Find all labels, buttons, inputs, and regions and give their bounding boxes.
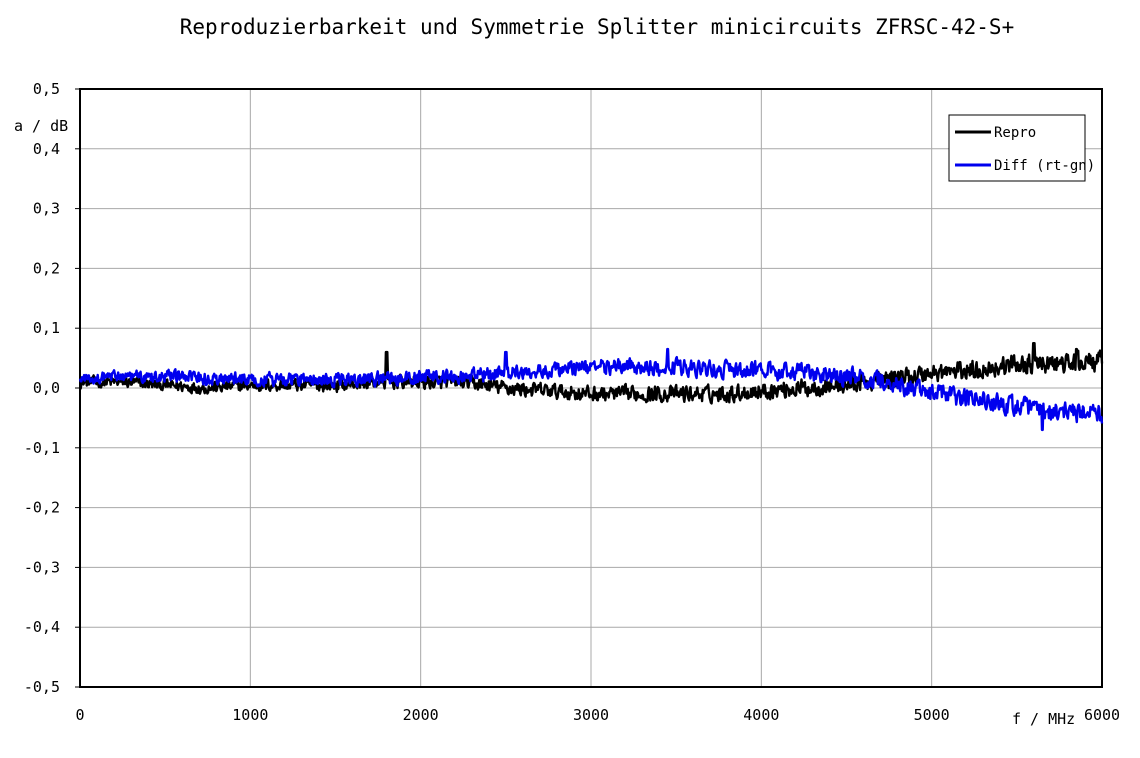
x-axis: 0 1000 2000 3000 4000 5000 6000	[75, 706, 1120, 724]
x-tick-label-1: 1000	[232, 706, 268, 724]
x-tick-label-2: 2000	[403, 706, 439, 724]
x-tick-label-5: 5000	[914, 706, 950, 724]
y-tick-label-3: 0,2	[33, 259, 60, 277]
x-axis-label: f / MHz	[1012, 710, 1075, 728]
y-tick-label-2: 0,3	[33, 200, 60, 218]
legend-label-diff: Diff (rt-gn)	[994, 158, 1095, 174]
x-tick-label-3: 3000	[573, 706, 609, 724]
y-tick-label-1: 0,4	[33, 140, 60, 158]
y-tick-label-5: 0,0	[33, 379, 60, 397]
legend-box	[948, 114, 1086, 182]
y-tick-label-9: -0,4	[24, 618, 60, 636]
series-line-repro	[78, 342, 1104, 405]
y-tick-label-7: -0,2	[24, 499, 60, 517]
legend-label-repro: Repro	[994, 125, 1036, 141]
legend: Repro Diff (rt-gn)	[948, 114, 1095, 182]
y-tick-label-4: 0,1	[33, 319, 60, 337]
x-tick-label-6: 6000	[1084, 706, 1120, 724]
y-axis-label: a / dB	[14, 117, 68, 135]
y-tick-label-6: -0,1	[24, 439, 60, 457]
y-tick-label-8: -0,3	[24, 558, 60, 576]
x-tick-label-4: 4000	[743, 706, 779, 724]
x-tick-label-0: 0	[75, 706, 84, 724]
series-line-diff	[78, 347, 1104, 432]
series-group	[78, 342, 1104, 432]
chart-title: Reproduzierbarkeit und Symmetrie Splitte…	[180, 15, 1014, 39]
y-tick-label-0: 0,5	[33, 80, 60, 98]
y-axis: 0,5 0,4 0,3 0,2 0,1 0,0 -0,1 -0,2 -0,3 -0,4 -0,5	[24, 80, 80, 696]
y-tick-label-10: -0,5	[24, 678, 60, 696]
